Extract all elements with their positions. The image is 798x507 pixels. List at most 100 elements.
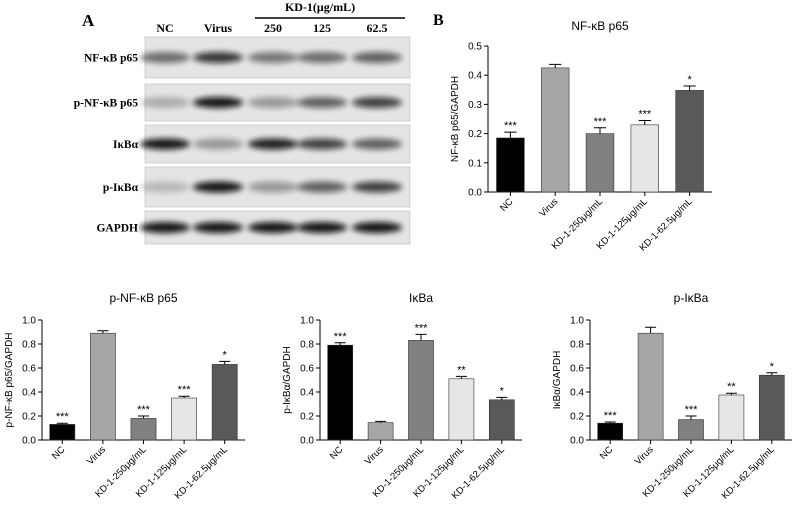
significance-label: * <box>687 74 692 86</box>
row-label: p-IκBα <box>103 182 139 194</box>
blot-band <box>248 97 298 108</box>
x-tick-label: NC <box>498 196 516 214</box>
y-tick-label: 0.0 <box>300 436 314 447</box>
x-tick-label: Virus <box>363 444 386 467</box>
y-tick-label: 0.6 <box>22 364 36 375</box>
blot-band <box>140 97 190 108</box>
y-tick-label: 1.0 <box>22 316 36 327</box>
chart-title: IκBa <box>409 291 433 305</box>
bar <box>758 374 785 441</box>
significance-label: *** <box>685 404 699 416</box>
error-bar <box>496 396 508 400</box>
significance-label: *** <box>604 410 618 422</box>
bar <box>597 422 624 441</box>
x-tick-label: Virus <box>537 196 560 219</box>
blot-band <box>297 97 347 108</box>
y-tick-label: 0.4 <box>300 388 314 399</box>
row-label: NF-κB p65 <box>84 53 138 65</box>
error-bar <box>604 421 616 424</box>
significance-label: * <box>770 361 775 373</box>
blot-band <box>352 222 402 233</box>
error-bar <box>766 372 778 376</box>
significance-label: * <box>223 349 228 361</box>
y-tick-label: 0.5 <box>468 42 482 53</box>
significance-label: *** <box>638 108 652 120</box>
error-bar <box>137 415 150 419</box>
blot-band <box>140 181 190 193</box>
chart-title: p-IκBa <box>674 291 709 305</box>
blot-band <box>297 52 347 63</box>
bar <box>211 364 238 441</box>
x-tick-label: NC <box>50 444 68 462</box>
bar <box>488 399 515 441</box>
bar <box>367 422 394 441</box>
blot-band <box>248 222 298 233</box>
y-axis-label: NF-κB p65/GAPDH <box>450 76 461 162</box>
blot-band <box>352 52 402 63</box>
blot-band <box>297 181 347 193</box>
row-label: p-NF-κB p65 <box>74 98 138 110</box>
blot-band <box>352 138 402 150</box>
blot-band <box>248 138 298 150</box>
bar <box>327 344 354 441</box>
error-bar <box>178 395 190 398</box>
bar <box>675 90 704 193</box>
x-tick-label: Virus <box>85 444 108 467</box>
bar <box>718 394 745 441</box>
error-bar <box>415 333 427 341</box>
bar <box>637 332 664 441</box>
error-bar <box>683 85 696 91</box>
bar <box>541 67 570 193</box>
y-tick-label: 0.1 <box>468 158 482 169</box>
chart-title: p-NF-κB p65 <box>109 291 177 305</box>
error-bar <box>504 131 517 138</box>
y-tick-label: 0.4 <box>22 388 36 399</box>
y-tick-label: 0.4 <box>570 388 584 399</box>
error-bar <box>549 63 562 68</box>
bar <box>585 133 615 193</box>
blot-band <box>248 181 298 193</box>
blot-band <box>297 222 347 233</box>
significance-label: *** <box>594 116 608 128</box>
x-tick-label: NC <box>328 444 346 462</box>
y-axis-label: p-IκBα/GAPDH <box>282 346 293 413</box>
y-tick-label: 0.8 <box>570 340 584 351</box>
chart-title: NF-κB p65 <box>571 19 629 33</box>
column-label: 62.5 <box>367 21 388 35</box>
blot-band <box>297 138 347 150</box>
blot-band <box>140 222 190 233</box>
significance-label: *** <box>178 384 192 396</box>
y-tick-label: 0.2 <box>570 412 584 423</box>
blot-band <box>140 138 190 150</box>
blot-band <box>193 222 243 233</box>
panel-label: A <box>82 11 95 30</box>
y-tick-label: 0.2 <box>22 412 36 423</box>
row-label: GAPDH <box>96 223 138 235</box>
column-label: NC <box>156 21 173 35</box>
y-tick-label: 0.2 <box>468 129 482 140</box>
panel-label: B <box>433 12 444 29</box>
bar <box>496 137 525 193</box>
significance-label: * <box>500 385 505 397</box>
error-bar <box>725 392 737 395</box>
y-tick-label: 0.0 <box>468 188 482 199</box>
blot-band <box>193 181 243 193</box>
y-tick-label: 1.0 <box>300 316 314 327</box>
bar <box>448 378 475 441</box>
y-axis-label: p-NF-κB p65/GAPDH <box>4 332 15 427</box>
bar <box>49 424 76 441</box>
bar <box>630 124 659 193</box>
column-label: 125 <box>313 21 331 35</box>
column-label: 250 <box>264 21 282 35</box>
error-bar <box>455 375 467 379</box>
bar <box>130 418 157 441</box>
blot-band <box>140 52 190 63</box>
significance-label: *** <box>334 331 348 343</box>
error-bar <box>685 415 697 420</box>
error-bar <box>645 326 657 334</box>
bar <box>90 332 116 441</box>
y-tick-label: 0.3 <box>468 100 482 111</box>
error-bar <box>97 330 109 334</box>
